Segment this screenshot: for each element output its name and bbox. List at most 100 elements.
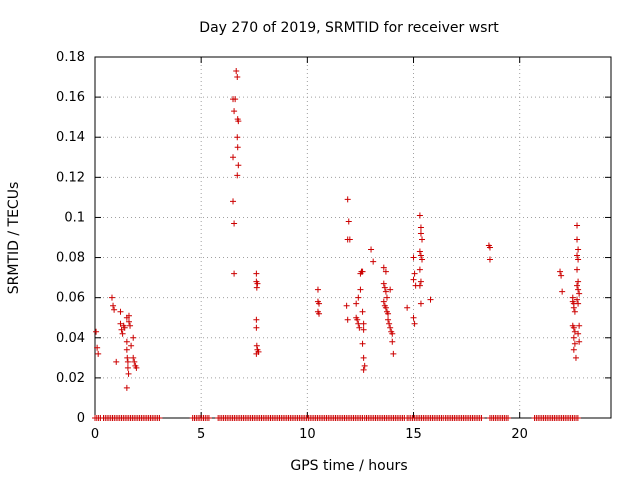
data-point [575,330,582,337]
data-point [130,354,137,361]
data-point [574,266,581,273]
data-point [576,338,583,345]
data-point [345,218,352,225]
y-tick-label: 0.18 [56,50,85,65]
data-point [411,270,418,277]
data-point [230,154,237,161]
data-point [575,286,582,293]
data-point [385,316,392,323]
data-point [410,314,417,321]
data-point [253,350,260,357]
zero-value-point [574,415,581,421]
data-point [360,354,367,361]
data-point [93,328,100,335]
data-point [404,304,411,311]
zero-value-point [505,415,512,421]
data-point [123,338,130,345]
data-point [124,354,131,361]
data-point [575,300,582,307]
data-point [361,362,368,369]
data-point [571,340,578,347]
data-point [385,310,392,317]
data-point [343,302,350,309]
data-point [253,316,260,323]
data-point [389,330,396,337]
data-point [117,320,124,327]
data-point [360,320,367,327]
data-point [574,252,581,259]
data-point [231,270,238,277]
data-point [575,246,582,253]
data-point [355,294,362,301]
data-point [574,236,581,243]
data-point [359,268,366,275]
data-point [119,330,126,337]
data-point [359,340,366,347]
data-point [355,320,362,327]
data-point [360,366,367,373]
data-point [386,320,393,327]
data-point [382,304,389,311]
y-tick-label: 0.04 [56,331,85,346]
data-point [131,358,138,365]
data-point [387,324,394,331]
y-tick-label: 0.02 [56,371,85,386]
data-point [127,322,134,329]
zero-value-point [205,415,212,421]
grid-lines [95,57,611,418]
data-point [344,316,351,323]
data-point [572,354,579,361]
zero-value-point [478,415,485,421]
data-point [382,268,389,275]
data-point [411,320,418,327]
data-point [234,74,241,81]
data-point [357,286,364,293]
data-point [254,280,261,287]
y-tick-label: 0.1 [64,210,85,225]
data-point [316,300,323,307]
x-tick-label: 5 [197,427,205,442]
data-point [576,290,583,297]
data-point [574,282,581,289]
data-point [111,306,118,313]
data-point [390,350,397,357]
data-point [416,212,423,219]
data-point [574,222,581,229]
data-point [416,266,423,273]
data-point [417,252,424,259]
data-point [383,294,390,301]
data-point [410,254,417,261]
x-axis-label: GPS time / hours [290,458,407,474]
data-point [253,284,260,291]
axis-ticks: 0 0.02 0.04 0.06 0.08 0.1 0.12 0.14 0.16 0.18 0 5 10… [56,50,611,442]
data-point [360,326,367,333]
data-point [130,334,137,341]
x-tick-label: 0 [91,427,99,442]
data-point [123,384,130,391]
data-point [314,286,321,293]
data-point [558,272,565,279]
data-point [95,350,102,357]
data-point [118,326,125,333]
data-point [570,304,577,311]
data-point [370,258,377,265]
data-point [253,324,260,331]
data-point [389,338,396,345]
data-point [354,316,361,323]
data-point [387,286,394,293]
data-point [117,308,124,315]
data-point [128,342,135,349]
data-point [125,370,132,377]
data-point [316,310,323,317]
data-point [231,108,238,115]
data-point [94,344,101,351]
data-point [344,196,351,203]
y-axis-label: SRMTID / TECUs [6,182,22,295]
data-point [380,280,387,287]
data-point [235,162,242,169]
data-point [571,308,578,315]
data-point [110,302,117,309]
data-point [419,256,426,263]
data-point [382,288,389,295]
